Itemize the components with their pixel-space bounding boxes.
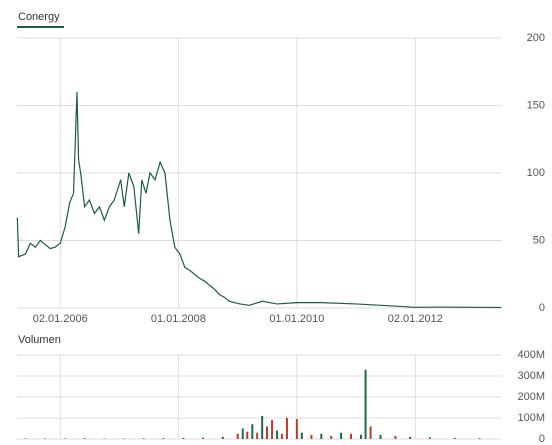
x-tick-label: 02.01.2006 bbox=[33, 313, 88, 325]
volume-bar bbox=[241, 428, 244, 439]
y-tick-label: 300M bbox=[517, 370, 545, 382]
volume-bar bbox=[142, 438, 145, 439]
volume-bar bbox=[83, 438, 86, 439]
volume-bar bbox=[364, 369, 367, 439]
x-tick-label: 01.01.2010 bbox=[269, 313, 324, 325]
y-tick-label: 400M bbox=[517, 349, 545, 361]
x-tick-label: 02.01.2012 bbox=[388, 313, 443, 325]
volume-bar bbox=[266, 426, 269, 439]
volume-bar bbox=[360, 434, 363, 439]
volume-bar bbox=[300, 432, 303, 439]
y-tick-label: 150 bbox=[527, 99, 545, 111]
volume-bar bbox=[236, 433, 239, 439]
volume-bar bbox=[202, 437, 205, 439]
volume-bar bbox=[261, 415, 264, 439]
volume-bar bbox=[295, 419, 298, 439]
x-tick-label: 01.01.2008 bbox=[151, 313, 206, 325]
y-tick-label: 0 bbox=[539, 302, 545, 314]
volume-bar bbox=[221, 436, 224, 439]
volume-bar bbox=[320, 433, 323, 439]
volume-bar bbox=[276, 430, 279, 439]
volume-bar bbox=[162, 438, 165, 439]
panel-title: Volumen bbox=[18, 334, 61, 346]
volume-bar bbox=[310, 434, 313, 439]
y-tick-label: 0 bbox=[539, 433, 545, 445]
y-tick-label: 200 bbox=[527, 32, 545, 44]
volume-bar bbox=[256, 432, 259, 439]
volume-bar bbox=[478, 438, 481, 439]
volume-bar bbox=[349, 433, 352, 439]
volume-bar bbox=[280, 433, 283, 439]
volume-bar bbox=[369, 426, 372, 439]
y-tick-label: 100M bbox=[517, 412, 545, 424]
y-tick-label: 50 bbox=[533, 234, 545, 246]
volume-bar bbox=[409, 436, 412, 439]
volume-bar bbox=[379, 434, 382, 439]
volume-bar bbox=[44, 438, 47, 439]
volume-bar bbox=[285, 418, 288, 439]
volume-bar bbox=[251, 424, 254, 439]
volume-bar bbox=[182, 437, 185, 439]
volume-bar bbox=[271, 420, 274, 439]
y-tick-label: 200M bbox=[517, 391, 545, 403]
volume-bar bbox=[394, 435, 397, 439]
volume-bar bbox=[428, 437, 431, 439]
legend-entry: Conergy bbox=[18, 11, 60, 23]
volume-bar bbox=[330, 435, 333, 439]
volume-bar bbox=[123, 438, 126, 439]
volume-bar bbox=[340, 432, 343, 439]
volume-bar bbox=[453, 437, 456, 439]
volume-bar bbox=[246, 431, 249, 439]
y-tick-label: 100 bbox=[527, 167, 545, 179]
price-line bbox=[16, 91, 502, 309]
